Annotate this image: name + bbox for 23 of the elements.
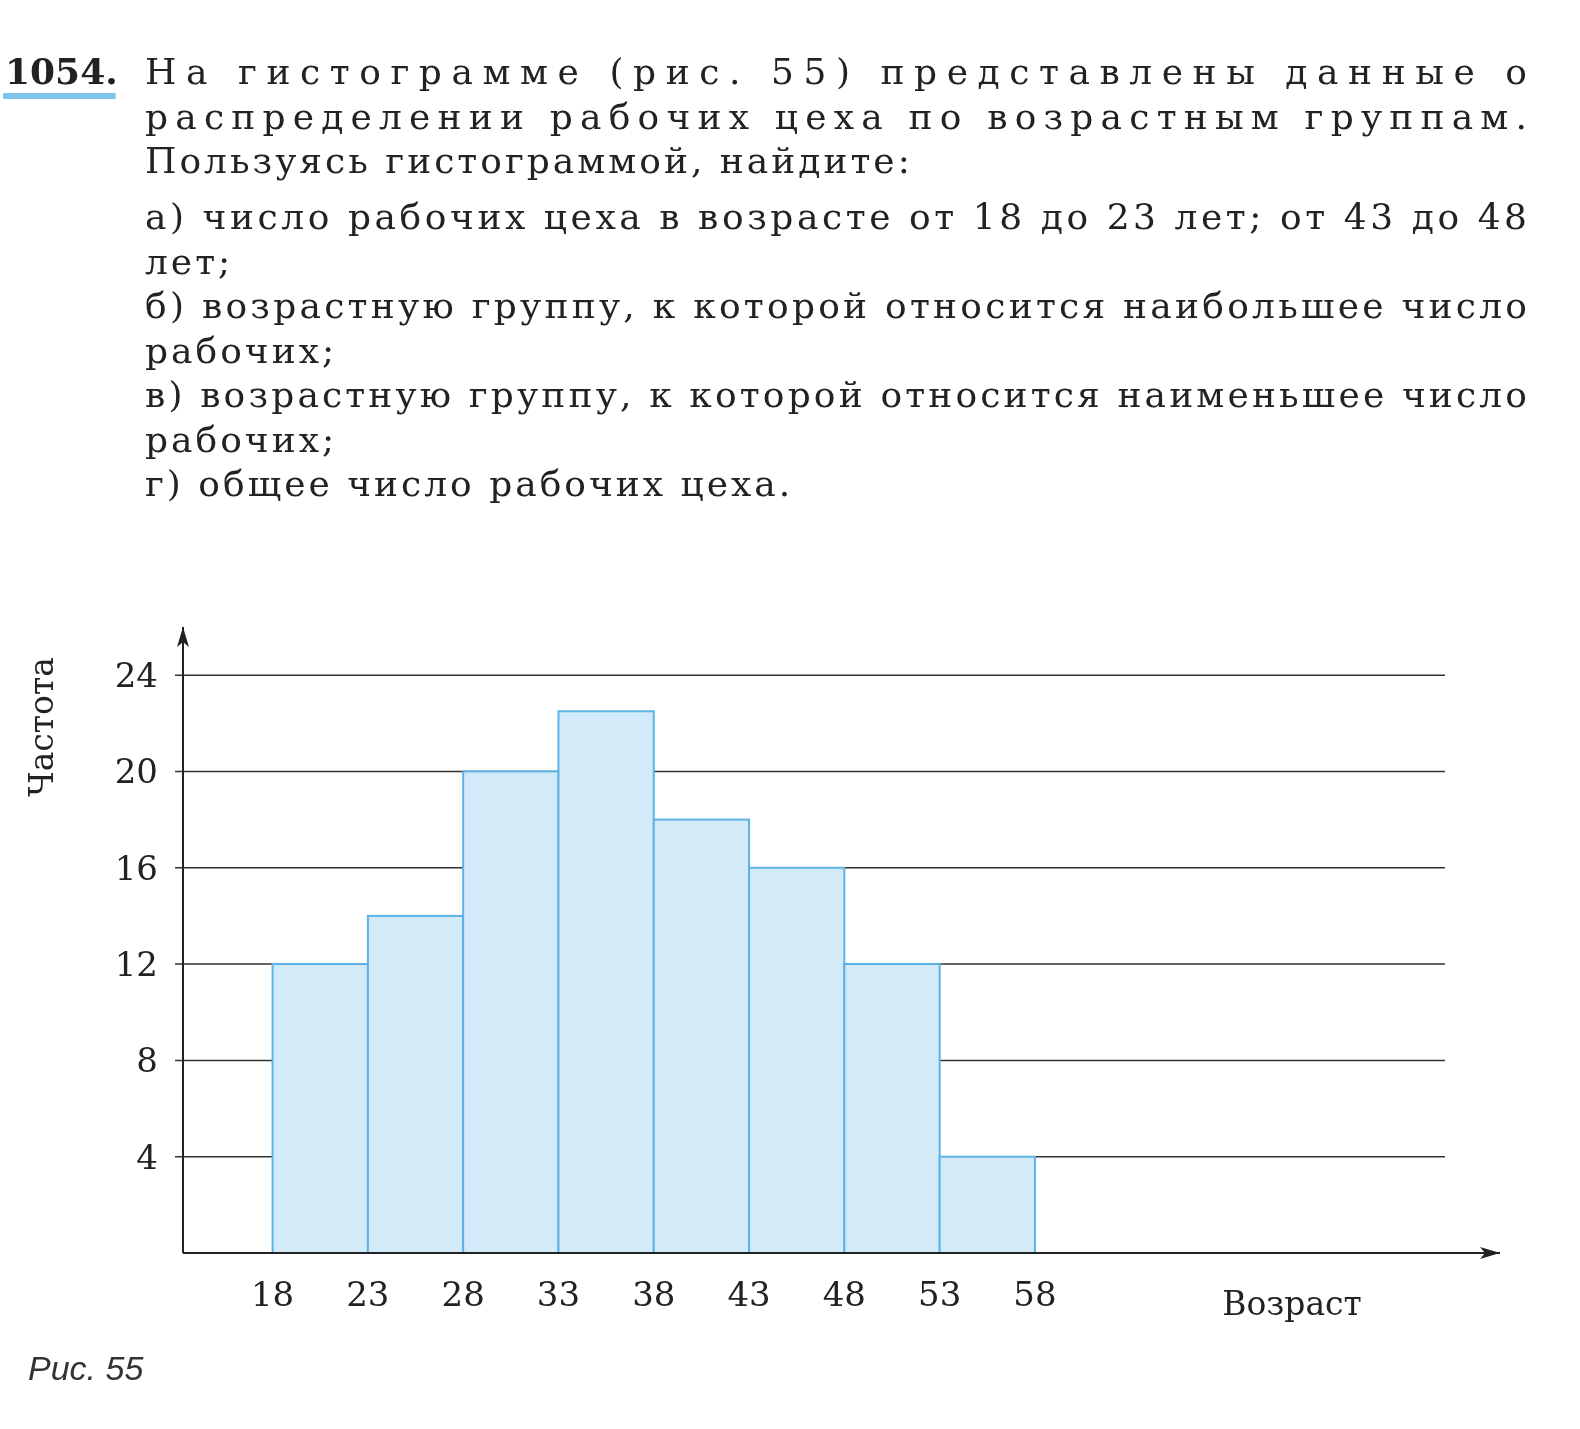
text: г) общее число рабочих цеха. bbox=[145, 463, 794, 504]
x-tick-label: 58 bbox=[1013, 1274, 1057, 1314]
x-tick-label: 23 bbox=[346, 1274, 390, 1314]
y-tick-label: 12 bbox=[114, 944, 158, 985]
x-tick-label: 28 bbox=[441, 1274, 485, 1314]
y-tick-label: 8 bbox=[136, 1040, 158, 1081]
x-tick-label: 33 bbox=[536, 1274, 581, 1314]
y-tick-label: 16 bbox=[114, 847, 158, 888]
text: а) число рабочих цеха в возрасте от 18 до 23 лет; от 43 до 48 лет; bbox=[145, 196, 1527, 282]
x-axis-title: Возраст bbox=[1222, 1283, 1362, 1323]
text: б) возрастную группу, к которой относится наибольшее число рабочих; bbox=[145, 285, 1527, 371]
y-tick-label: 20 bbox=[114, 751, 158, 792]
text: в) возрастную группу, к которой относится наименьшее число рабочих; bbox=[145, 374, 1527, 460]
x-tick-label: 38 bbox=[632, 1274, 676, 1314]
chart-title: 1054. На гистограмме (рис. 55) представлены данные о распределении рабочих цеха по возрастным группам. Пользуясь гистограммой, найдите: bbox=[5, 50, 1527, 181]
y-axis-title: Частота bbox=[21, 657, 61, 797]
x-tick-label: 43 bbox=[727, 1274, 771, 1314]
y-tick-label: 4 bbox=[136, 1136, 158, 1177]
text: Рис. 55 bbox=[28, 1349, 144, 1387]
x-tick-label: 48 bbox=[822, 1274, 866, 1314]
y-tick-label: 24 bbox=[114, 655, 158, 696]
x-tick-label: 18 bbox=[250, 1274, 295, 1314]
x-tick-label: 53 bbox=[918, 1274, 962, 1314]
